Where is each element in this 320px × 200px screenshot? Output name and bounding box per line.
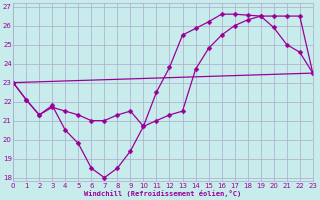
X-axis label: Windchill (Refroidissement éolien,°C): Windchill (Refroidissement éolien,°C) bbox=[84, 190, 242, 197]
